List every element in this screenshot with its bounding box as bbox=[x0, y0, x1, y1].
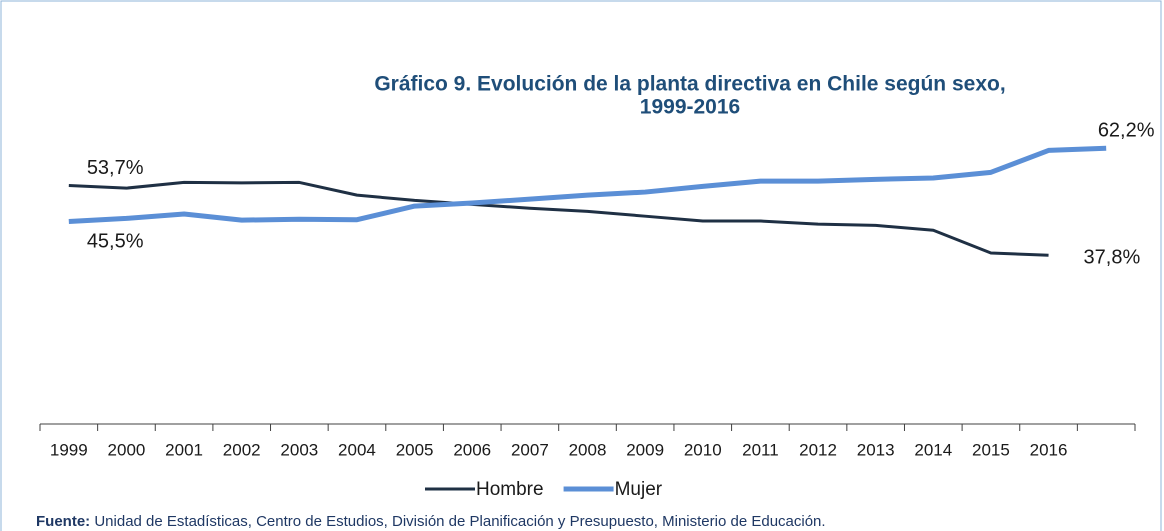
x-tick-label: 2006 bbox=[453, 440, 491, 459]
data-label: 37,8% bbox=[1084, 247, 1141, 269]
x-tick-label: 2002 bbox=[223, 440, 261, 459]
series-line bbox=[68, 145, 1107, 224]
x-tick-label: 2010 bbox=[684, 440, 722, 459]
x-tick-label: 1999 bbox=[50, 440, 88, 459]
x-tick-label: 2000 bbox=[108, 440, 146, 459]
x-tick-label: 2013 bbox=[857, 440, 895, 459]
source-label: Fuente: bbox=[36, 513, 90, 530]
x-tick-label: 2001 bbox=[165, 440, 203, 459]
chart-title: 1999-2016 bbox=[640, 96, 740, 119]
x-tick-label: 2009 bbox=[626, 440, 664, 459]
x-tick-label: 2004 bbox=[338, 440, 376, 459]
legend-label: Mujer bbox=[615, 479, 663, 500]
series-line bbox=[68, 180, 1049, 257]
x-tick-label: 2012 bbox=[799, 440, 837, 459]
x-tick-label: 2007 bbox=[511, 440, 549, 459]
data-label: 62,2% bbox=[1098, 119, 1155, 141]
x-tick-label: 2005 bbox=[396, 440, 434, 459]
source-text: Unidad de Estadísticas, Centro de Estudi… bbox=[90, 513, 825, 530]
data-label: 45,5% bbox=[87, 231, 144, 253]
x-tick-label: 2008 bbox=[569, 440, 607, 459]
x-tick-label: 2011 bbox=[742, 440, 779, 459]
legend-label: Hombre bbox=[476, 479, 544, 500]
source-note: Fuente: Unidad de Estadísticas, Centro d… bbox=[36, 513, 826, 530]
x-tick-label: 2003 bbox=[280, 440, 318, 459]
x-tick-label: 2016 bbox=[1030, 440, 1068, 459]
x-tick-label: 2014 bbox=[914, 440, 952, 459]
x-tick-label: 2015 bbox=[972, 440, 1010, 459]
chart-title: Gráfico 9. Evolución de la planta direct… bbox=[374, 73, 1005, 96]
data-label: 53,7% bbox=[87, 157, 144, 179]
